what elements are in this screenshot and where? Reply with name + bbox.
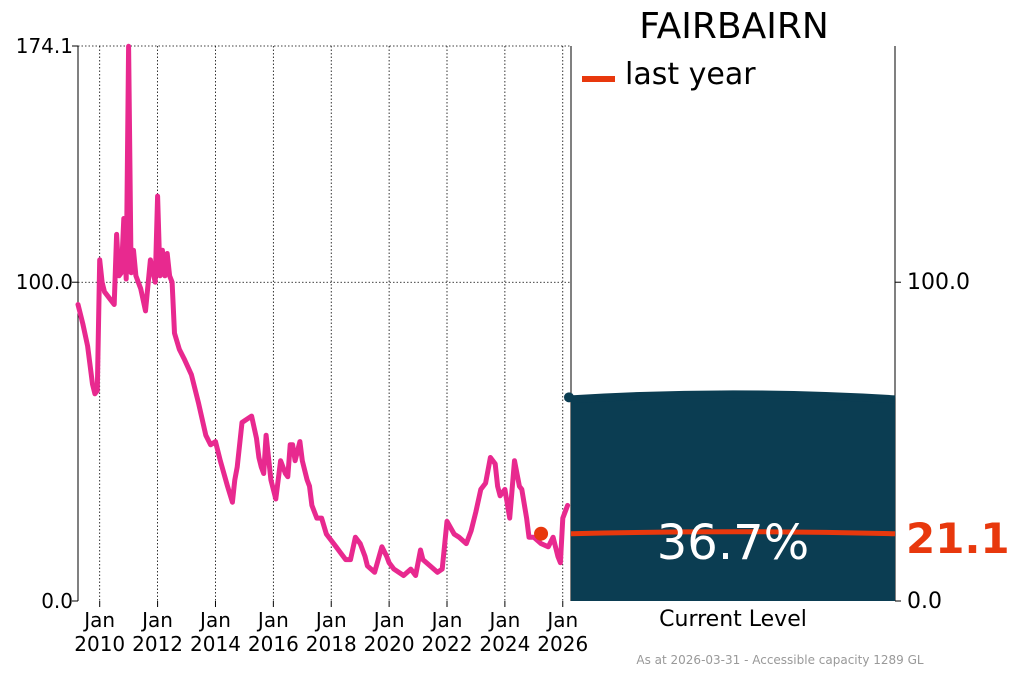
x-tick-year: 2022: [422, 632, 473, 656]
series-layer: [75, 43, 571, 578]
last-year-value-label: 21.1: [906, 514, 1010, 563]
x-tick-label: Jan: [487, 608, 520, 632]
y-axis-right-ticks: 0.0 100.0: [895, 270, 970, 614]
x-tick-year: 2016: [248, 632, 299, 656]
legend-label-last-year: last year: [625, 57, 756, 92]
current-level-edge-dot: [564, 392, 574, 403]
x-tick-label: Jan: [140, 608, 173, 632]
y-right-tick-label: 0.0: [907, 589, 942, 614]
x-tick-year: 2020: [364, 632, 415, 656]
x-tick-label: Jan: [198, 608, 231, 632]
legend: last year: [582, 57, 756, 92]
x-tick-label: Jan: [430, 608, 463, 632]
x-tick-year: 2024: [479, 632, 530, 656]
x-axis-ticks: Jan2010Jan2012Jan2014Jan2016Jan2018Jan20…: [74, 601, 588, 656]
x-tick-year: 2014: [190, 632, 241, 656]
x-tick-label: Jan: [82, 608, 115, 632]
x-tick-label: Jan: [314, 608, 347, 632]
chart-title: FAIRBAIRN: [639, 6, 829, 47]
x-tick-year: 2012: [132, 632, 183, 656]
y-axis-left-ticks: 0.0 100.0 174.1: [16, 34, 78, 613]
x-tick-label: Jan: [372, 608, 405, 632]
x-tick-label: Jan: [256, 608, 289, 632]
x-tick-year: 2018: [306, 632, 357, 656]
x-tick-label: Jan: [545, 608, 578, 632]
footnote: As at 2026-03-31 - Accessible capacity 1…: [636, 653, 924, 667]
storage-level-line: [75, 43, 571, 578]
last-year-marker: [534, 526, 549, 541]
x-tick-year: 2026: [537, 632, 588, 656]
last-year-level-line: [570, 529, 896, 537]
chart-grid: [78, 45, 570, 601]
current-level-label: Current Level: [659, 607, 807, 632]
y-tick-label: 174.1: [16, 34, 73, 58]
y-right-tick-label: 100.0: [907, 270, 970, 295]
current-level-panel: [564, 390, 896, 601]
current-level-wave: [570, 390, 896, 404]
current-level-fill: [571, 397, 895, 601]
x-tick-year: 2010: [74, 632, 125, 656]
y-tick-label: 0.0: [41, 589, 73, 613]
current-level-percent: 36.7%: [657, 515, 809, 571]
y-tick-label: 100.0: [16, 270, 73, 294]
